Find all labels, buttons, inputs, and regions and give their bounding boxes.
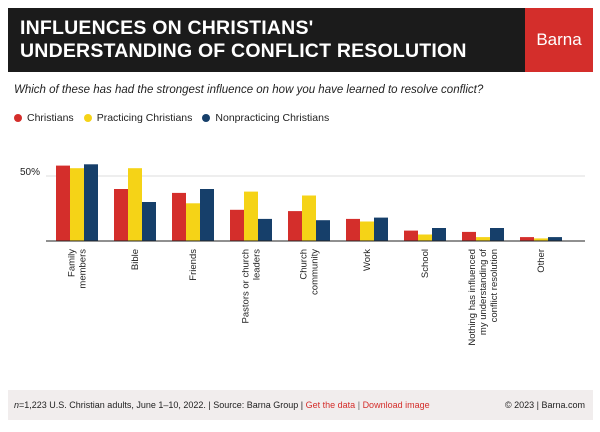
legend-dot-nonpracticing bbox=[202, 114, 211, 122]
bar-christians-3 bbox=[230, 209, 244, 241]
bar-nonpracticing-3 bbox=[258, 218, 272, 241]
chart-footer: n=1,223 U.S. Christian adults, June 1–10… bbox=[8, 390, 593, 420]
legend-item-practicing: Practicing Christians bbox=[83, 112, 193, 124]
category-label-2: Friends bbox=[188, 249, 199, 281]
bar-practicing-5 bbox=[360, 221, 374, 241]
footer-source: n=1,223 U.S. Christian adults, June 1–10… bbox=[14, 400, 430, 410]
bar-christians-4 bbox=[288, 211, 302, 241]
bar-nonpracticing-0 bbox=[84, 164, 98, 241]
bar-practicing-2 bbox=[186, 203, 200, 241]
legend-item-christians: Christians bbox=[14, 112, 74, 124]
bar-christians-8 bbox=[520, 237, 534, 241]
get-data-link[interactable]: Get the data bbox=[305, 400, 356, 410]
y-tick-label: 50% bbox=[20, 167, 40, 178]
bar-nonpracticing-5 bbox=[374, 217, 388, 241]
survey-question: Which of these has had the strongest inf… bbox=[14, 84, 484, 96]
footer-n: n bbox=[14, 400, 20, 410]
bar-practicing-1 bbox=[128, 168, 142, 241]
category-label-0: Familymembers bbox=[67, 249, 89, 289]
category-label-3: Pastors or churchleaders bbox=[241, 249, 263, 324]
category-label-8: Other bbox=[536, 249, 547, 273]
bar-nonpracticing-6 bbox=[432, 228, 446, 241]
category-label-1: Bible bbox=[130, 249, 141, 270]
bar-practicing-0 bbox=[70, 168, 84, 241]
bar-nonpracticing-2 bbox=[200, 189, 214, 241]
category-label-6: School bbox=[420, 249, 431, 278]
category-label-4: Churchcommunity bbox=[299, 249, 321, 295]
bar-nonpracticing-1 bbox=[142, 202, 156, 241]
chart-legend: Christians Practicing Christians Nonprac… bbox=[14, 112, 339, 124]
bar-chart: 50% Familymembers Bible Friends Pastors or c… bbox=[20, 164, 585, 346]
bar-nonpracticing-4 bbox=[316, 220, 330, 241]
bar-christians-2 bbox=[172, 192, 186, 241]
category-label-7: Nothing has influencedmy understanding o… bbox=[467, 249, 500, 346]
footer-copyright: © 2023 | Barna.com bbox=[504, 400, 585, 410]
bar-christians-1 bbox=[114, 189, 128, 241]
bar-nonpracticing-7 bbox=[490, 228, 504, 241]
bar-nonpracticing-8 bbox=[548, 237, 562, 241]
bar-christians-5 bbox=[346, 218, 360, 241]
title-line-1: INFLUENCES ON CHRISTIANS' bbox=[20, 17, 314, 39]
footer-separator: | bbox=[357, 400, 361, 410]
bar-christians-0 bbox=[56, 165, 70, 241]
bar-practicing-8 bbox=[534, 238, 548, 241]
bar-practicing-3 bbox=[244, 191, 258, 241]
barna-logo[interactable]: Barna bbox=[525, 8, 593, 72]
category-label-5: Work bbox=[362, 249, 373, 271]
legend-label-christians: Christians bbox=[27, 112, 74, 124]
chart-header: INFLUENCES ON CHRISTIANS' UNDERSTANDING … bbox=[8, 8, 593, 72]
chart-title: INFLUENCES ON CHRISTIANS' UNDERSTANDING … bbox=[20, 17, 500, 63]
title-line-2: UNDERSTANDING OF CONFLICT RESOLUTION bbox=[20, 40, 467, 62]
legend-label-nonpracticing: Nonpracticing Christians bbox=[215, 112, 330, 124]
legend-label-practicing: Practicing Christians bbox=[96, 112, 193, 124]
legend-dot-christians bbox=[14, 114, 22, 122]
bar-practicing-4 bbox=[302, 195, 316, 241]
bar-practicing-6 bbox=[418, 234, 432, 241]
bar-christians-7 bbox=[462, 231, 476, 241]
bar-practicing-7 bbox=[476, 237, 490, 241]
download-image-link[interactable]: Download image bbox=[362, 400, 430, 410]
legend-dot-practicing bbox=[83, 114, 92, 122]
legend-item-nonpracticing: Nonpracticing Christians bbox=[202, 112, 329, 124]
footer-sample: =1,223 U.S. Christian adults, June 1–10,… bbox=[19, 400, 304, 410]
bar-christians-6 bbox=[404, 230, 418, 241]
